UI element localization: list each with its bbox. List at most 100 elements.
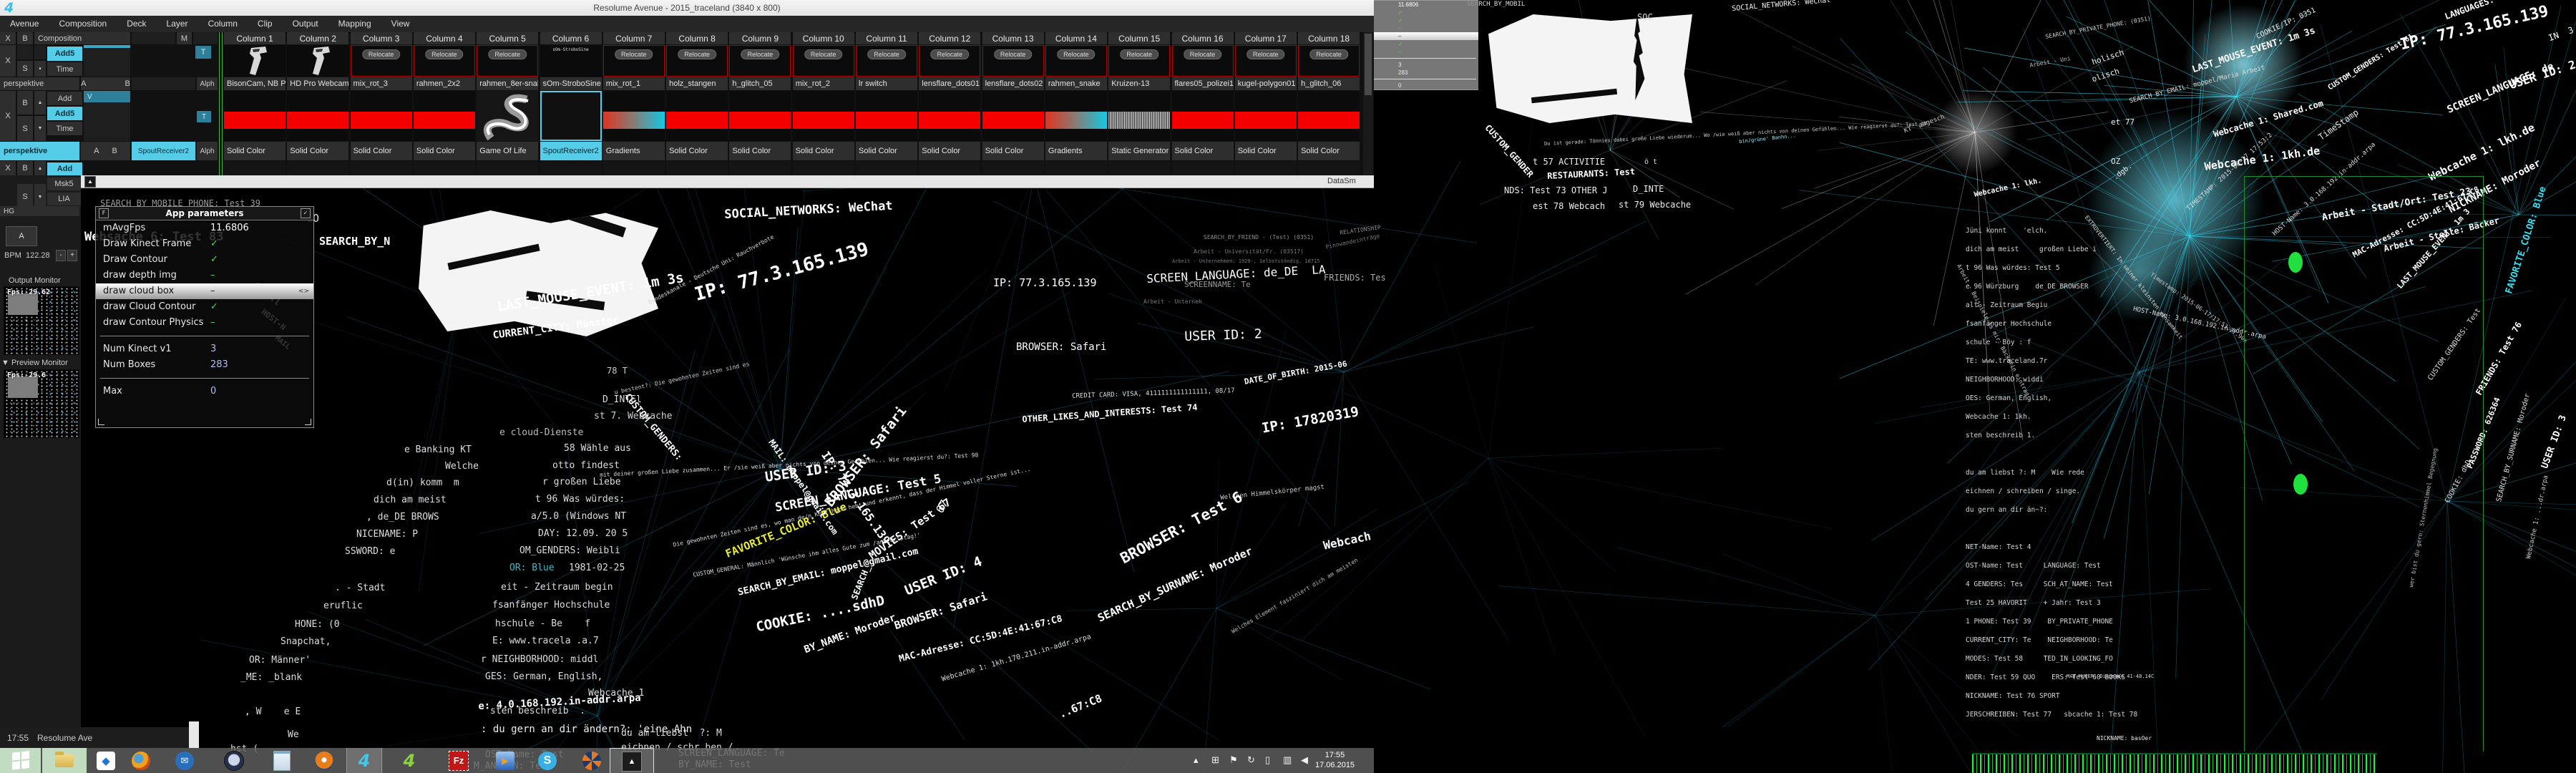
clip-name[interactable]: Solid Color <box>792 142 854 160</box>
tray-icon[interactable]: ⚑ <box>1229 754 1238 765</box>
param-row-draw-contour-physics[interactable]: draw Contour Physics– <box>103 317 215 328</box>
layer-x-button[interactable]: X <box>0 91 16 141</box>
layer-effect-selected[interactable]: SpoutReceiver2 <box>132 142 195 160</box>
clip-name[interactable]: flares05_polizei1 <box>1171 77 1234 90</box>
relocate-button[interactable]: Relocate <box>867 49 906 59</box>
clip-name[interactable]: HD Pro Webcam ... <box>287 77 349 90</box>
layer-up-button[interactable]: ▲ <box>34 161 46 175</box>
layer-solo-button[interactable]: S <box>17 184 33 210</box>
clip-name[interactable]: Game Of Life <box>477 142 539 160</box>
clip-cell[interactable] <box>287 45 349 77</box>
layer-t-button[interactable]: T <box>195 46 211 59</box>
clip-cell[interactable]: Relocate <box>919 45 981 77</box>
composition-b-button[interactable]: B <box>17 32 33 44</box>
clip-cell[interactable] <box>602 91 665 141</box>
bpm-minus-button[interactable]: - <box>56 250 66 261</box>
windows-taskbar[interactable]: ◆ ✉ 4 4 Fz ▶ S ▲ ▴ ⊞ ⚑ ↻ ▯ ▥ ◀ 17:55 17.06.2015 <box>0 748 1374 773</box>
clip-name[interactable]: rahmen_snake <box>1045 77 1107 90</box>
clip-cell[interactable]: Relocate <box>1298 45 1360 77</box>
layer-dropdown-button[interactable]: ▾ <box>34 61 46 77</box>
layer-transport-cell[interactable] <box>84 45 130 77</box>
clip-name[interactable]: Solid Color <box>729 142 791 160</box>
clip-name[interactable]: Static Generator <box>1108 142 1171 160</box>
clip-cell[interactable] <box>287 91 349 141</box>
clip-cell[interactable]: Relocate <box>982 45 1044 77</box>
param-row-draw-depth-img[interactable]: draw depth img– <box>1398 25 1402 31</box>
relocate-button[interactable]: Relocate <box>488 49 527 59</box>
bpm-value[interactable]: 122.28 <box>26 251 50 260</box>
relocate-button[interactable]: Relocate <box>1183 49 1222 59</box>
clip-cell[interactable] <box>729 91 791 141</box>
clip-cell[interactable] <box>1045 91 1107 141</box>
layer-bypass-button[interactable]: B <box>17 91 33 115</box>
clip-name[interactable]: mix_rot_2 <box>792 77 854 90</box>
menu-item-avenue[interactable]: Avenue <box>10 19 39 29</box>
clip-cell[interactable] <box>413 91 475 141</box>
clip-cell[interactable]: Relocate <box>1108 45 1171 77</box>
tray-icon[interactable]: ↻ <box>1247 754 1255 765</box>
clip-name[interactable]: holz_stangen <box>666 77 728 90</box>
column-header[interactable]: Column 10 <box>792 32 854 44</box>
layer-t-button[interactable]: T <box>197 111 211 122</box>
clip-cell[interactable] <box>224 91 286 141</box>
a-button[interactable]: A <box>6 226 37 246</box>
relocate-button[interactable]: Relocate <box>993 49 1033 59</box>
clip-name[interactable]: Solid Color <box>919 142 981 160</box>
relocate-button[interactable]: Relocate <box>361 49 401 59</box>
clip-name[interactable]: mix_rot_3 <box>350 77 412 90</box>
param-row-num-kinect-v1[interactable]: Num Kinect v13 <box>1398 62 1402 68</box>
taskbar-icon-media-player[interactable]: ▶ <box>489 748 522 773</box>
param-row-draw-contour[interactable]: Draw Contour✓ <box>1398 17 1403 24</box>
clip-name[interactable]: Gradients <box>602 142 665 160</box>
clip-cell[interactable]: Relocate <box>1171 45 1234 77</box>
clip-name[interactable]: mix_rot_1 <box>602 77 665 90</box>
relocate-button[interactable]: Relocate <box>1309 49 1348 59</box>
layer-name-selected[interactable]: perspektive <box>0 142 79 160</box>
clip-cell[interactable]: sOm-StroboSine <box>540 45 602 77</box>
relocate-button[interactable]: Relocate <box>1057 49 1096 59</box>
blend-mode-select[interactable]: Add <box>47 92 82 105</box>
window-titlebar[interactable]: 4 Resolume Avenue - 2015_traceland (3840… <box>0 0 1374 16</box>
param-row-draw-cloud-contour[interactable]: draw Cloud Contour✓ <box>103 301 218 312</box>
taskbar-icon-resolume-4-cyan[interactable]: 4 <box>346 748 382 773</box>
relocate-button[interactable]: Relocate <box>741 49 780 59</box>
column-header[interactable]: Column 15 <box>1108 32 1171 44</box>
param-select[interactable]: Time <box>47 122 82 135</box>
column-header[interactable]: Column 13 <box>982 32 1044 44</box>
clip-grid-scrollbar[interactable] <box>1363 32 1373 175</box>
clip-cell[interactable]: Relocate <box>477 45 539 77</box>
clip-cell[interactable] <box>350 91 412 141</box>
layer-down-button[interactable]: ▼ <box>34 184 46 210</box>
column-header[interactable]: Column 9 <box>729 32 791 44</box>
layer-solo-button[interactable]: S <box>17 61 33 77</box>
menu-item-deck[interactable]: Deck <box>127 19 147 29</box>
param-select[interactable]: Time <box>47 62 82 76</box>
menu-item-output[interactable]: Output <box>292 19 318 29</box>
panel-title[interactable]: App parameters <box>96 207 313 220</box>
layer-x-button[interactable]: X <box>0 45 16 77</box>
tray-icon[interactable]: ▯ <box>1265 754 1271 765</box>
clip-name[interactable]: h_glitch_06 <box>1298 77 1360 90</box>
taskbar-clock[interactable]: 17:55 17.06.2015 <box>1315 750 1355 770</box>
clip-name[interactable]: rahmen_8er-snake <box>477 77 539 90</box>
clip-cell[interactable]: Relocate <box>666 45 728 77</box>
clip-name[interactable]: Solid Color <box>287 142 349 160</box>
relocate-button[interactable]: Relocate <box>425 49 464 59</box>
column-header[interactable]: Column 7 <box>602 32 665 44</box>
param-row-draw-cloud-box[interactable]: draw cloud box – <> <box>96 283 313 299</box>
clip-cell[interactable] <box>792 91 854 141</box>
clip-name[interactable]: kugel-polygon01 <box>1234 77 1297 90</box>
taskbar-icon-thunderbird[interactable]: ✉ <box>168 748 201 773</box>
clip-cell[interactable] <box>1234 91 1297 141</box>
taskbar-icon-blender[interactable] <box>308 748 341 773</box>
taskbar-icon-keepass[interactable] <box>218 748 250 773</box>
clip-cell[interactable] <box>666 91 728 141</box>
param-row-draw-kinect-frame[interactable]: Draw Kinect Frame✓ <box>1398 9 1403 16</box>
column-header[interactable]: Column 2 <box>287 32 349 44</box>
clip-cell[interactable]: Relocate <box>1045 45 1107 77</box>
clip-cell[interactable]: Relocate <box>729 45 791 77</box>
clip-name[interactable]: Kruizen-13 <box>1108 77 1171 90</box>
layer-v-tab[interactable]: V <box>84 91 130 102</box>
